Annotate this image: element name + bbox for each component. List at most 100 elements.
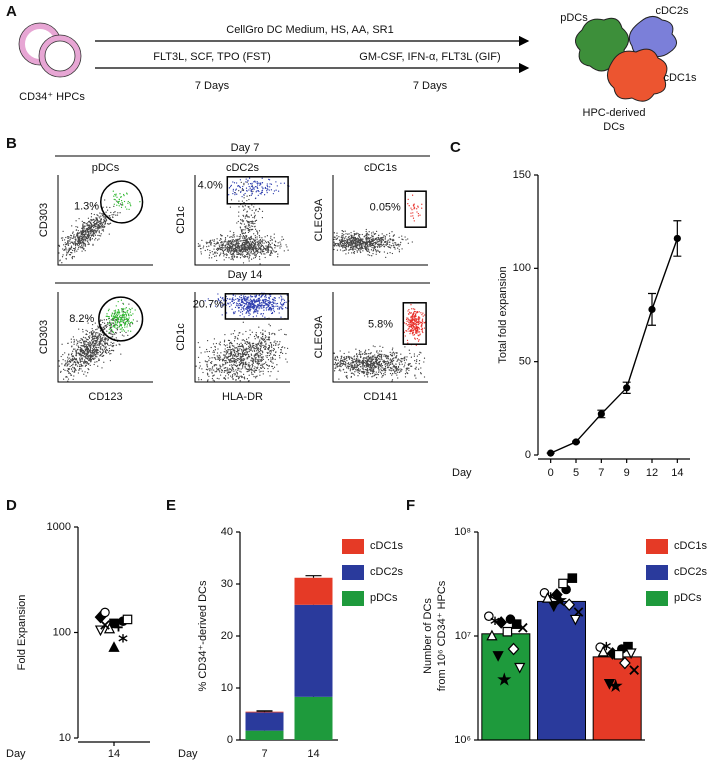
legend-swatch: [342, 539, 364, 554]
gate-percent: 5.8%: [368, 318, 393, 330]
event-dots: [195, 317, 289, 382]
dc-icon: [575, 16, 677, 102]
axis-label: CLEC9A: [313, 198, 325, 241]
point: [613, 649, 624, 660]
bar-segment: [245, 712, 284, 731]
hpc-icon: [18, 22, 82, 78]
medium-label: CellGro DC Medium, HS, AA, SR1: [226, 24, 394, 36]
point: [569, 614, 582, 626]
x-tick-label: 7: [598, 467, 604, 479]
point: [572, 438, 580, 446]
legend-label: pDCs: [370, 592, 398, 604]
axis-label: CD303: [38, 320, 50, 354]
x-axis-label: Day: [178, 748, 198, 760]
point: [552, 593, 567, 607]
source-label: CD34⁺ HPCs: [19, 91, 85, 103]
event-dots: [112, 190, 141, 211]
y-tick-label: 100: [53, 626, 71, 638]
y-tick-label: 100: [513, 262, 531, 274]
column-title: cDC1s: [364, 162, 398, 174]
plot-axes: [332, 175, 428, 266]
row-title: Day 14: [228, 269, 263, 281]
y-tick-label: 10: [221, 682, 233, 694]
gate-percent: 1.3%: [74, 200, 99, 212]
axis-label: CD123: [88, 391, 122, 403]
point: [608, 678, 623, 693]
point: [122, 614, 133, 625]
x-tick-label: 5: [573, 467, 579, 479]
y-tick-label: 0: [227, 734, 233, 746]
panel-label: E: [166, 497, 176, 514]
point: [492, 651, 504, 662]
point: [100, 620, 110, 630]
plot-axes: [332, 292, 428, 383]
column-title: cDC2s: [226, 162, 260, 174]
point: [514, 662, 526, 674]
bar: [537, 600, 586, 741]
y-tick-label: 30: [221, 578, 233, 590]
gate-percent: 0.05%: [370, 201, 401, 213]
point: [625, 648, 637, 660]
legend-swatch: [646, 591, 668, 606]
subset-label: pDCs: [560, 12, 588, 24]
axis-label: CD303: [38, 203, 50, 237]
point: [558, 578, 568, 589]
axis-label: CD1c: [175, 206, 187, 234]
y-axis-label: Fold Expansion: [16, 595, 28, 671]
phase-duration: 7 Days: [195, 80, 230, 92]
point: [502, 626, 513, 637]
y-tick-label: 10⁷: [455, 630, 471, 642]
panel-label: B: [6, 135, 17, 152]
event-dots: [228, 177, 290, 199]
gate: [224, 293, 289, 320]
x-tick-label: 14: [108, 748, 120, 760]
point: [114, 623, 123, 632]
event-dots: [105, 299, 136, 334]
x-tick-label: 7: [261, 748, 267, 760]
phase-factors: GM-CSF, IFN-α, FLT3L (GIF): [359, 51, 500, 63]
point: [648, 305, 656, 313]
subset-label: cDC1s: [663, 72, 697, 84]
point: [541, 592, 554, 603]
bar: [481, 633, 531, 741]
bar-segment: [245, 730, 284, 740]
x-tick-label: 14: [671, 467, 683, 479]
y-axis-label: from 10⁶ CD34⁺ HPCs: [436, 580, 448, 691]
point: [567, 573, 578, 583]
point: [619, 656, 631, 670]
y-tick-label: 10⁸: [454, 526, 471, 538]
point: [573, 607, 584, 617]
axis-label: HLA-DR: [222, 391, 263, 403]
x-tick-label: 0: [548, 467, 554, 479]
event-dots: [58, 199, 123, 264]
legend-swatch: [646, 539, 668, 554]
y-axis-label: Total fold expansion: [497, 266, 509, 363]
point: [623, 384, 631, 392]
gate: [100, 180, 144, 224]
panel-label: F: [406, 497, 415, 514]
row-title: Day 7: [231, 142, 260, 154]
x-tick-label: 14: [307, 748, 319, 760]
legend-label: cDC2s: [370, 566, 404, 578]
x-tick-label: 9: [624, 467, 630, 479]
product-label: HPC-derived: [583, 107, 646, 119]
event-dots: [333, 345, 426, 382]
legend-label: cDC1s: [370, 540, 404, 552]
axis-label: CD1c: [175, 323, 187, 351]
y-tick-label: 10⁶: [454, 734, 471, 746]
y-tick-label: 40: [221, 526, 233, 538]
point: [673, 234, 681, 243]
bar-segment: [294, 604, 333, 697]
point: [517, 622, 528, 633]
bar-segment: [294, 577, 333, 605]
event-dots: [197, 230, 289, 265]
y-tick-label: 1000: [47, 521, 71, 533]
x-axis-label: Day: [6, 748, 26, 760]
product-label: DCs: [603, 121, 625, 133]
y-tick-label: 20: [221, 630, 233, 642]
point: [629, 665, 640, 675]
point: [118, 634, 128, 643]
x-tick-label: 12: [646, 467, 658, 479]
legend-swatch: [646, 565, 668, 580]
